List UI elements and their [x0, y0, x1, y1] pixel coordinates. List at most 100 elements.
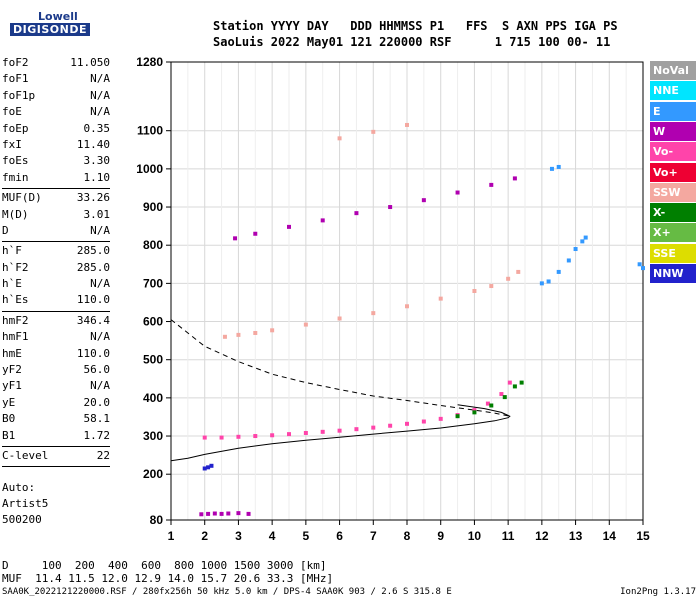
echo-point: [573, 247, 578, 252]
param-row: foF1 N/A: [2, 72, 110, 88]
param-key: fmin: [2, 170, 29, 184]
param-row: foE N/A: [2, 105, 110, 121]
echo-point: [236, 332, 241, 337]
param-row: foEp 0.35: [2, 122, 110, 138]
param-row: yE 20.0: [2, 396, 110, 412]
param-separator: [2, 241, 110, 243]
param-row: foF2 11.050: [2, 56, 110, 72]
param-value: 285.0: [76, 260, 110, 274]
y-tick-label: 500: [143, 353, 163, 367]
echo-point: [226, 511, 231, 516]
echo-point: [388, 205, 393, 210]
x-tick-label: 7: [370, 529, 377, 543]
y-tick-label: 200: [143, 467, 163, 481]
echo-point: [246, 511, 251, 516]
x-tick-label: 12: [535, 529, 549, 543]
lowell-logo: Lowell DIGISONDE: [2, 4, 90, 44]
echo-point: [209, 463, 214, 468]
echo-point: [438, 296, 443, 301]
param-value: 11.050: [70, 56, 110, 69]
param-value: 0.35: [83, 121, 111, 135]
param-row: h`Es 110.0: [2, 293, 110, 309]
logo-brand-main: DIGISONDE: [10, 23, 90, 36]
echo-point: [506, 276, 511, 281]
echo-point: [253, 231, 258, 236]
y-tick-label: 600: [143, 315, 163, 329]
echo-point: [236, 434, 241, 439]
echo-point: [556, 269, 561, 274]
param-key: yF1: [2, 379, 22, 393]
echo-point: [512, 176, 517, 181]
echo-point: [236, 511, 241, 516]
echo-point: [421, 419, 426, 424]
param-row: foF1p N/A: [2, 89, 110, 105]
legend-item: SSE: [650, 243, 696, 263]
param-key: h`F2: [2, 260, 29, 274]
param-key: foF2: [2, 56, 29, 69]
echo-point: [405, 122, 409, 127]
param-separator: [2, 188, 110, 190]
logo-brand-top: Lowell: [38, 10, 78, 23]
echo-point: [303, 430, 308, 435]
x-tick-label: 3: [235, 529, 242, 543]
echo-point: [371, 311, 376, 316]
echo-point: [320, 218, 325, 223]
param-key: MUF(D): [2, 191, 42, 205]
param-separator: [2, 466, 110, 468]
echo-point: [583, 235, 588, 240]
y-tick-label: 700: [143, 276, 163, 290]
y-tick-label: 1280: [136, 55, 163, 69]
artist-code: 500200: [2, 513, 42, 526]
y-tick-label: 80: [150, 513, 164, 527]
echo-point: [641, 266, 645, 271]
param-row: fxI 11.40: [2, 138, 110, 154]
echo-point: [549, 166, 554, 171]
param-row: h`F2 285.0: [2, 261, 110, 277]
legend-item: NoVal: [650, 61, 696, 80]
param-row: MUF(D) 33.26: [2, 191, 110, 207]
legend-item: Vo+: [650, 162, 696, 182]
param-row: fmin 1.10: [2, 171, 110, 187]
param-key: M(D): [2, 207, 29, 221]
echo-point: [472, 408, 477, 413]
echo-point: [320, 429, 325, 434]
param-value: 1.72: [83, 428, 111, 442]
param-value: 56.0: [83, 363, 111, 377]
param-value: 346.4: [76, 313, 110, 327]
echo-point: [388, 423, 393, 428]
x-tick-label: 8: [404, 529, 411, 543]
distance-row: D 100 200 400 600 800 1000 1500 3000 [km…: [2, 559, 327, 572]
echo-point: [438, 416, 443, 421]
param-row: h`E N/A: [2, 277, 110, 293]
param-key: foF1: [2, 72, 29, 86]
y-tick-label: 300: [143, 429, 163, 443]
param-row: foEs 3.30: [2, 154, 110, 170]
param-key: foEp: [2, 121, 29, 135]
legend-item: Vo-: [650, 142, 696, 162]
echo-point: [287, 432, 291, 437]
x-tick-label: 11: [502, 529, 515, 543]
echo-point: [303, 322, 308, 327]
scaled-parameters-panel: foF2 11.050 foF1 N/A foF1p N/A foE N/A foEp 0.35 f…: [2, 56, 110, 469]
param-row: yF1 N/A: [2, 379, 110, 395]
param-value: 3.01: [83, 207, 111, 221]
legend-item: X-: [650, 203, 696, 223]
echo-point: [499, 392, 504, 397]
legend-item: NNW: [650, 264, 696, 283]
param-key: fxI: [2, 137, 22, 151]
echo-point: [233, 236, 238, 241]
param-row: M(D) 3.01: [2, 208, 110, 224]
param-separator: [2, 445, 110, 447]
echo-point: [637, 262, 642, 267]
x-tick-label: 1: [168, 529, 175, 543]
x-tick-label: 5: [303, 529, 310, 543]
y-tick-label: 800: [143, 238, 163, 252]
x-tick-label: 6: [336, 529, 343, 543]
param-value: 58.1: [83, 412, 111, 426]
echo-point: [337, 136, 342, 141]
echo-point: [566, 258, 571, 263]
echo-point: [202, 466, 207, 471]
echo-point: [580, 239, 585, 244]
artist-version: Artist5: [2, 497, 49, 510]
